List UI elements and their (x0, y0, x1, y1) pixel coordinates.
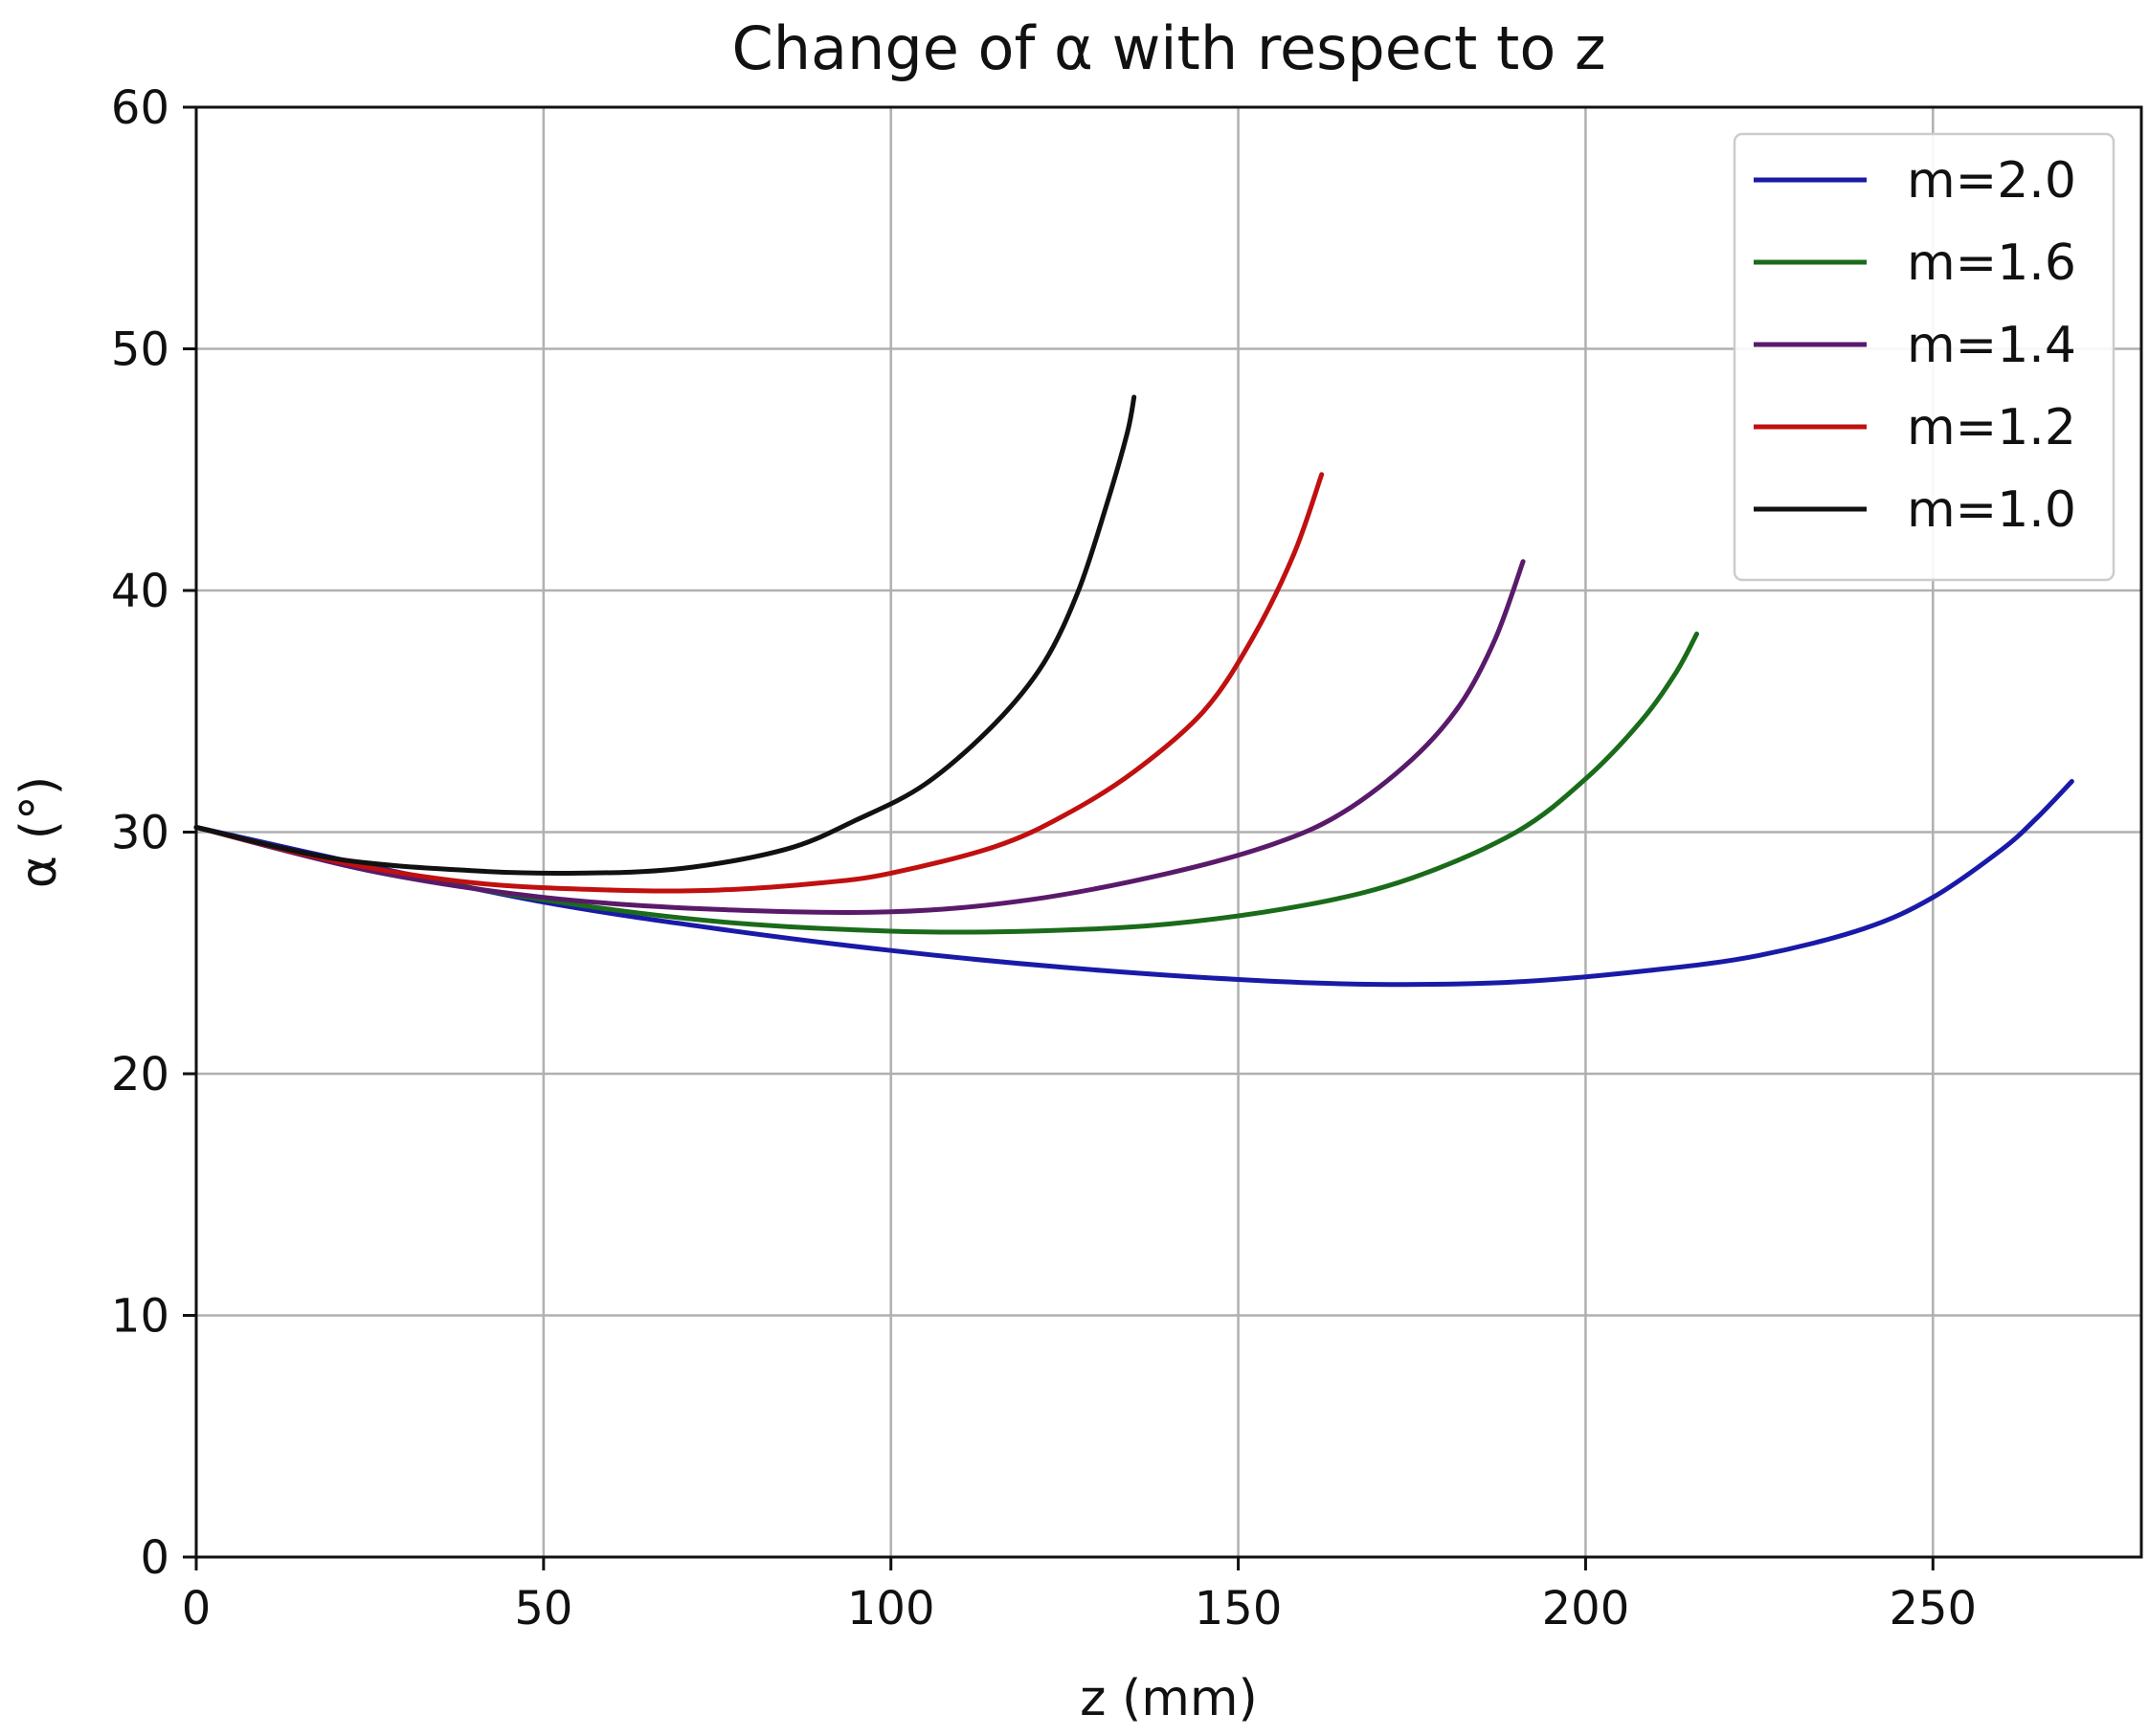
y-tick-label: 50 (111, 323, 169, 377)
legend-label: m=1.2 (1907, 399, 2076, 456)
chart-title: Change of α with respect to z (731, 13, 1605, 83)
legend-label: m=2.0 (1907, 152, 2076, 210)
grid-lines (194, 105, 2141, 1559)
y-tick-label: 40 (111, 565, 169, 618)
x-tick-label: 150 (1195, 1582, 1283, 1636)
series-line-m-1-2 (193, 472, 1325, 894)
x-tick-label: 250 (1889, 1582, 1977, 1636)
series-line-m-1-0 (193, 394, 1137, 877)
y-axis-label: α (°) (11, 776, 68, 888)
legend-label: m=1.4 (1907, 317, 2076, 374)
y-tick-label: 60 (111, 81, 169, 135)
legend-box (1733, 132, 2115, 582)
x-axis-label: z (mm) (1080, 1670, 1258, 1727)
x-axis-ticks: 0 50 100 150 200 250 (182, 1557, 1977, 1636)
y-axis-ticks: 0 10 20 30 40 50 60 (111, 81, 196, 1585)
x-tick-label: 100 (847, 1582, 935, 1636)
legend-label: m=1.6 (1907, 234, 2076, 292)
y-tick-label: 20 (111, 1048, 169, 1102)
y-tick-label: 30 (111, 807, 169, 860)
x-tick-label: 50 (514, 1582, 572, 1636)
x-tick-label: 200 (1542, 1582, 1630, 1636)
series-lines (193, 394, 2074, 988)
series-line-m-1-4 (193, 559, 1526, 915)
y-tick-label: 0 (140, 1531, 169, 1585)
x-tick-label: 0 (182, 1582, 212, 1636)
legend: m=2.0 m=1.6 m=1.4 m=1.2 m=1.0 (1733, 132, 2115, 582)
y-tick-label: 10 (111, 1290, 169, 1344)
series-line-m-2-0 (193, 779, 2074, 988)
legend-label: m=1.0 (1907, 481, 2076, 539)
